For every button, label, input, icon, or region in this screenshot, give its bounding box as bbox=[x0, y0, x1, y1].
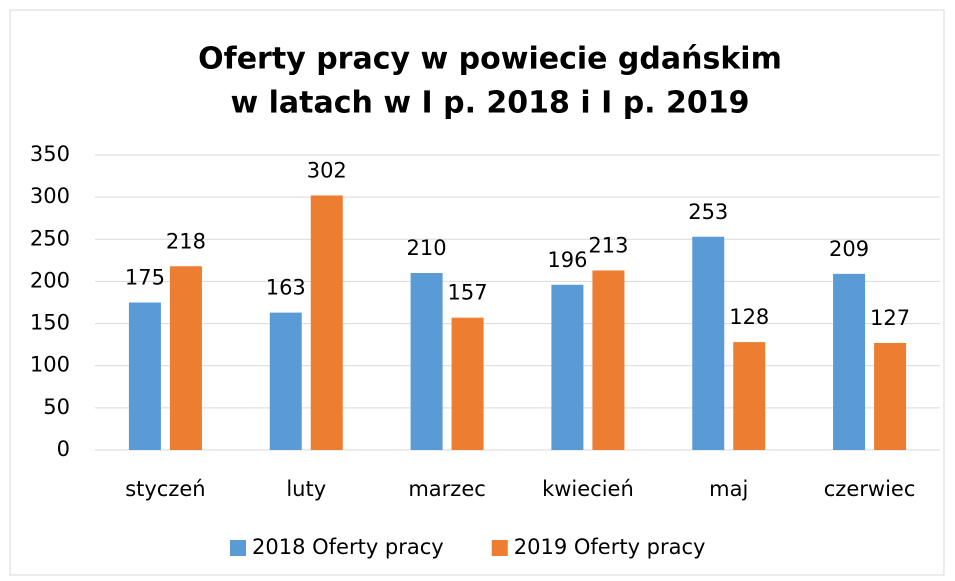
bar bbox=[169, 266, 202, 450]
y-tick-label: 300 bbox=[30, 184, 70, 208]
x-tick-label: kwiecień bbox=[542, 477, 634, 501]
bar bbox=[833, 273, 866, 450]
y-tick-label: 100 bbox=[30, 353, 70, 377]
bar bbox=[551, 284, 584, 450]
data-label: 175 bbox=[125, 266, 165, 290]
data-label: 213 bbox=[588, 233, 628, 257]
legend-label: 2018 Oferty pracy bbox=[252, 535, 444, 559]
y-tick-label: 0 bbox=[57, 437, 70, 461]
legend-swatch bbox=[491, 540, 508, 556]
legend-label: 2019 Oferty pracy bbox=[514, 535, 706, 559]
bar bbox=[692, 236, 725, 450]
data-label: 196 bbox=[547, 248, 587, 272]
data-label: 218 bbox=[166, 229, 206, 253]
y-tick-label: 200 bbox=[30, 268, 70, 292]
y-tick-label: 50 bbox=[43, 395, 70, 419]
y-tick-label: 350 bbox=[30, 142, 70, 166]
x-tick-label: marzec bbox=[408, 477, 485, 501]
chart-title: w latach w I p. 2018 i I p. 2019 bbox=[230, 86, 749, 121]
x-tick-label: maj bbox=[709, 477, 748, 501]
bar bbox=[310, 195, 343, 450]
bar bbox=[733, 342, 766, 450]
data-label: 253 bbox=[688, 200, 728, 224]
chart-border bbox=[9, 9, 945, 576]
data-label: 127 bbox=[870, 306, 910, 330]
data-label: 157 bbox=[448, 281, 488, 305]
bar bbox=[592, 270, 625, 450]
x-tick-label: luty bbox=[286, 477, 326, 501]
bar bbox=[451, 317, 484, 450]
bar bbox=[874, 342, 907, 450]
bar bbox=[128, 302, 161, 450]
data-label: 163 bbox=[266, 276, 306, 300]
x-tick-label: czerwiec bbox=[824, 477, 916, 501]
bar bbox=[410, 273, 443, 450]
y-tick-label: 150 bbox=[30, 311, 70, 335]
legend-swatch bbox=[230, 540, 246, 556]
y-tick-label: 250 bbox=[30, 226, 70, 250]
data-label: 209 bbox=[829, 237, 869, 261]
x-tick-label: styczeń bbox=[125, 477, 205, 501]
bar bbox=[269, 312, 302, 450]
data-label: 302 bbox=[307, 158, 347, 182]
data-label: 210 bbox=[407, 236, 447, 260]
data-label: 128 bbox=[729, 305, 769, 329]
chart-title: Oferty pracy w powiecie gdańskim bbox=[198, 42, 782, 77]
